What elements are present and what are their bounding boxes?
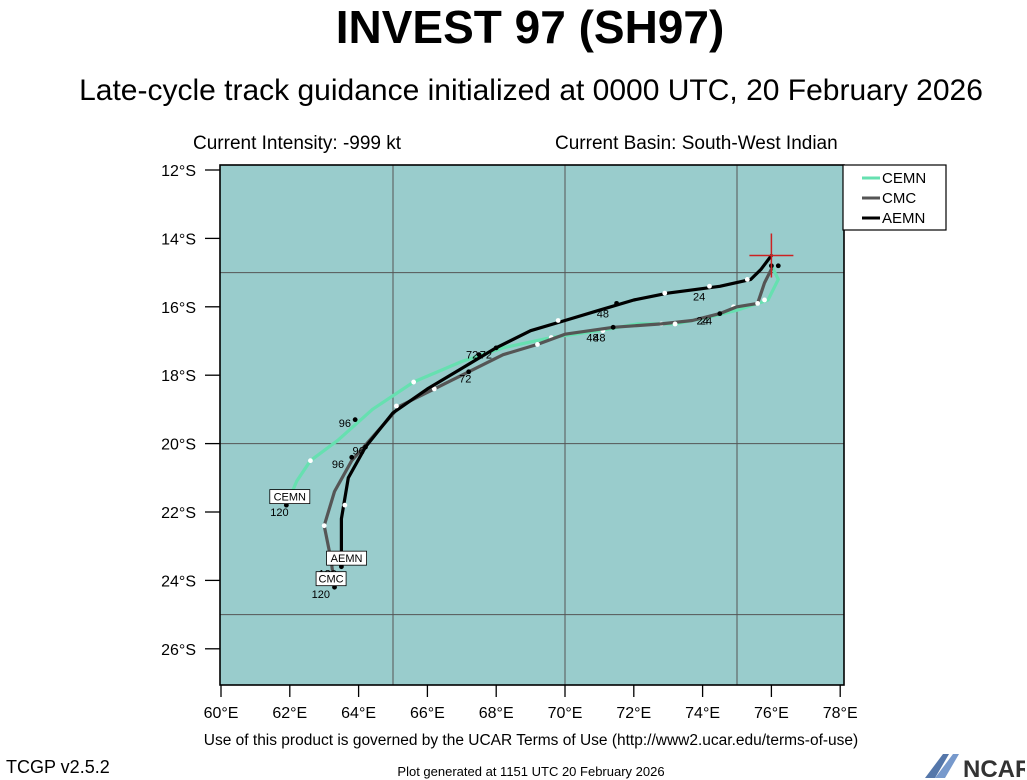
forecast-hour-label: 96: [332, 459, 344, 471]
track-point: [431, 386, 437, 392]
x-tick-label: 74°E: [685, 705, 720, 722]
track-point: [755, 300, 761, 306]
y-tick-label: 14°S: [161, 231, 196, 248]
track-line-cmc: [322, 267, 773, 589]
terms-of-use-text: Use of this product is governed by the U…: [203, 732, 859, 749]
x-tick-label: 78°E: [823, 705, 858, 722]
forecast-hour-label: 120: [270, 507, 288, 519]
track-point: [707, 283, 712, 289]
track-point: [411, 379, 417, 385]
x-tick-label: 76°E: [754, 705, 789, 722]
track-point: [321, 523, 327, 529]
legend-entry: AEMN: [882, 210, 925, 227]
generated-timestamp: Plot generated at 1151 UTC 20 February 2…: [397, 764, 665, 779]
x-tick-label: 72°E: [616, 705, 651, 722]
track-point: [349, 454, 355, 460]
ncar-logo: NCAR: [925, 754, 1025, 780]
track-point: [662, 290, 668, 296]
forecast-hour-label: 24: [693, 292, 705, 304]
track-point: [466, 369, 472, 375]
map-axes: 60°E 62°E 64°E 66°E 68°E 70°E 72°E 74°E 76°E 78°E…: [161, 163, 858, 722]
forecast-hour-label: 72: [459, 374, 471, 386]
current-intensity: Current Intensity: -999 kt: [193, 133, 402, 154]
track-layer: 244872961202448729612024487296120CEMNCMC…: [269, 253, 781, 601]
forecast-hour-label: 48: [586, 333, 598, 345]
track-end-label-aemn: AEMN: [326, 550, 367, 566]
ncar-logo-text: NCAR: [963, 756, 1025, 780]
version-label: TCGP v2.5.2: [6, 757, 110, 777]
track-end-label-cmc: CMC: [315, 571, 347, 587]
legend-box: [842, 164, 947, 231]
track-end-label-cemn: CEMN: [269, 489, 311, 505]
y-tick-label: 18°S: [161, 368, 196, 385]
current-basin: Current Basin: South-West Indian: [555, 133, 838, 154]
map-frame: [219, 164, 845, 686]
page-subtitle: Late-cycle track guidance initialized at…: [79, 74, 983, 107]
track-point: [394, 403, 399, 409]
forecast-hour-label: 120: [312, 589, 330, 601]
x-tick-label: 64°E: [341, 705, 376, 722]
y-tick-label: 26°S: [161, 642, 196, 659]
forecast-hour-label: 72: [480, 350, 492, 362]
track-point: [535, 342, 540, 347]
forecast-hour-label: 96: [339, 418, 351, 430]
y-tick-label: 22°S: [161, 505, 196, 522]
legend: CEMN CMC AEMN: [842, 164, 947, 231]
forecast-hour-label: 96: [352, 445, 364, 457]
track-point: [614, 300, 619, 306]
y-tick-label: 12°S: [161, 163, 196, 180]
y-tick-label: 16°S: [161, 300, 196, 317]
track-point: [610, 324, 616, 330]
legend-entry: CEMN: [882, 170, 926, 187]
track-point: [762, 297, 767, 303]
track-point: [717, 311, 723, 317]
x-tick-label: 66°E: [410, 705, 445, 722]
forecast-hour-label: 48: [597, 309, 609, 321]
track-point: [308, 458, 313, 464]
track-end-label-text: CEMN: [274, 492, 306, 504]
track-point: [744, 277, 750, 282]
track-end-label-text: AEMN: [331, 553, 363, 565]
track-point: [555, 318, 561, 323]
track-point: [775, 263, 781, 269]
track-point: [493, 345, 499, 351]
x-tick-label: 62°E: [272, 705, 307, 722]
track-cmc: 24 48 72 96 120: [312, 267, 773, 601]
initial-position-marker: [749, 233, 794, 278]
x-tick-label: 60°E: [204, 705, 239, 722]
map-grid: [220, 165, 844, 685]
legend-entry: CMC: [882, 190, 916, 207]
y-tick-label: 24°S: [161, 573, 196, 590]
track-point: [363, 444, 368, 450]
x-tick-label: 68°E: [479, 705, 514, 722]
track-end-label-text: CMC: [319, 574, 344, 586]
track-point: [352, 417, 358, 423]
ocean-area: [220, 165, 844, 685]
track-point: [672, 321, 678, 327]
forecast-hour-label: 24: [696, 315, 708, 327]
x-tick-label: 70°E: [548, 705, 583, 722]
forecast-hour-label: 48: [593, 333, 605, 345]
y-tick-label: 20°S: [161, 437, 196, 454]
track-line-aemn: [339, 253, 773, 569]
page-title: INVEST 97 (SH97): [335, 1, 725, 53]
track-point: [342, 502, 348, 508]
